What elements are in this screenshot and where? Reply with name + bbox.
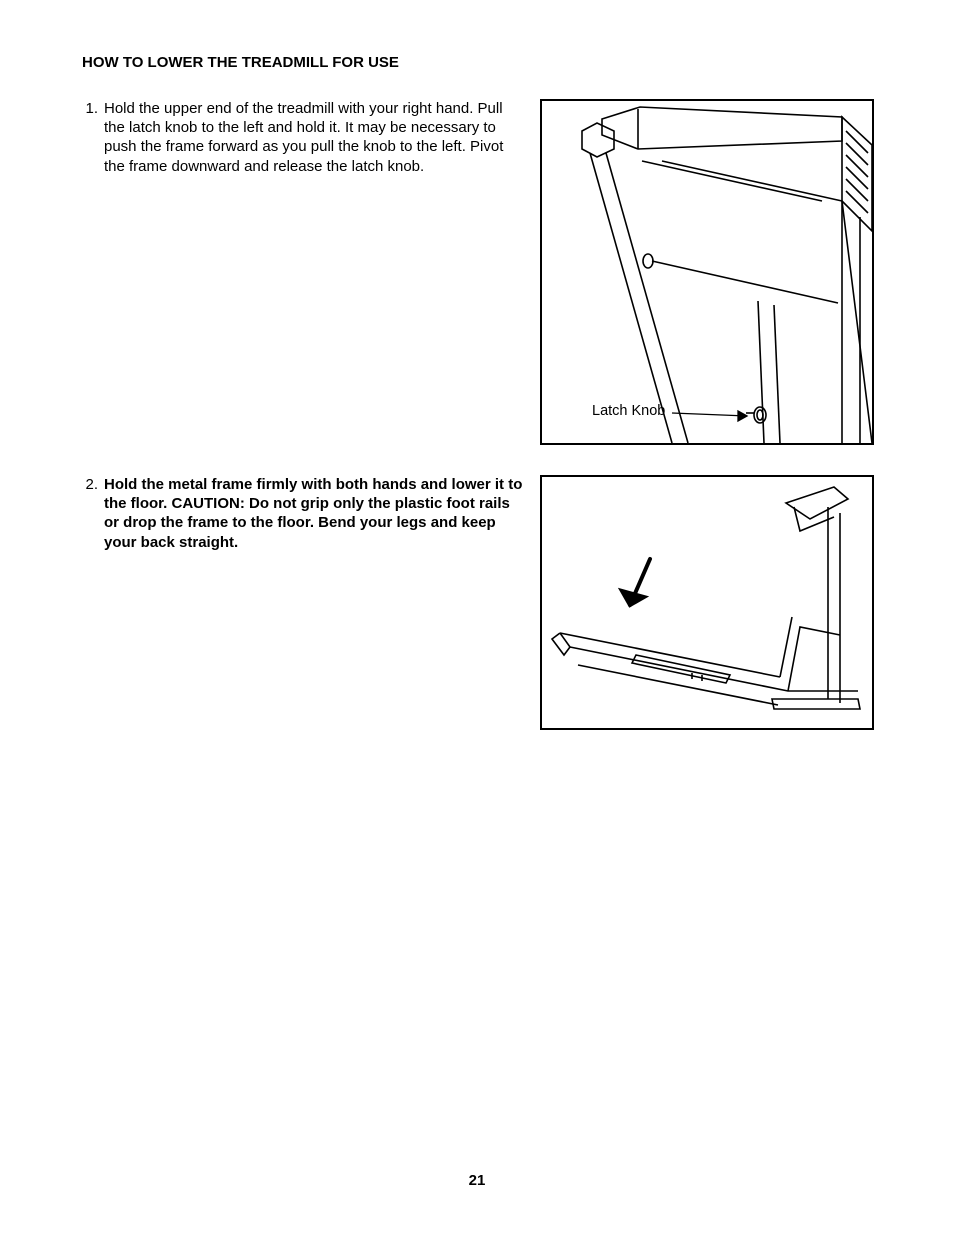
step-1-body: Hold the upper end of the treadmill with…: [104, 99, 526, 176]
treadmill-folded-diagram: [542, 101, 872, 443]
step-1-num: 1.: [82, 99, 104, 176]
step-2-num: 2.: [82, 475, 104, 552]
figure-1: Latch Knob: [540, 99, 874, 445]
step-1-text: 1. Hold the upper end of the treadmill w…: [82, 99, 526, 176]
step-1-row: 1. Hold the upper end of the treadmill w…: [82, 99, 874, 445]
treadmill-lowering-diagram: [542, 477, 872, 728]
step-2-row: 2. Hold the metal frame firmly with both…: [82, 475, 874, 730]
latch-knob-label: Latch Knob: [592, 403, 665, 419]
step-2-body: Hold the metal frame firmly with both ha…: [104, 475, 526, 552]
page-content: HOW TO LOWER THE TREADMILL FOR USE 1. Ho…: [82, 54, 874, 758]
page-number: 21: [0, 1172, 954, 1189]
step-2-text: 2. Hold the metal frame firmly with both…: [82, 475, 526, 552]
section-title: HOW TO LOWER THE TREADMILL FOR USE: [82, 54, 874, 71]
figure-2: [540, 475, 874, 730]
